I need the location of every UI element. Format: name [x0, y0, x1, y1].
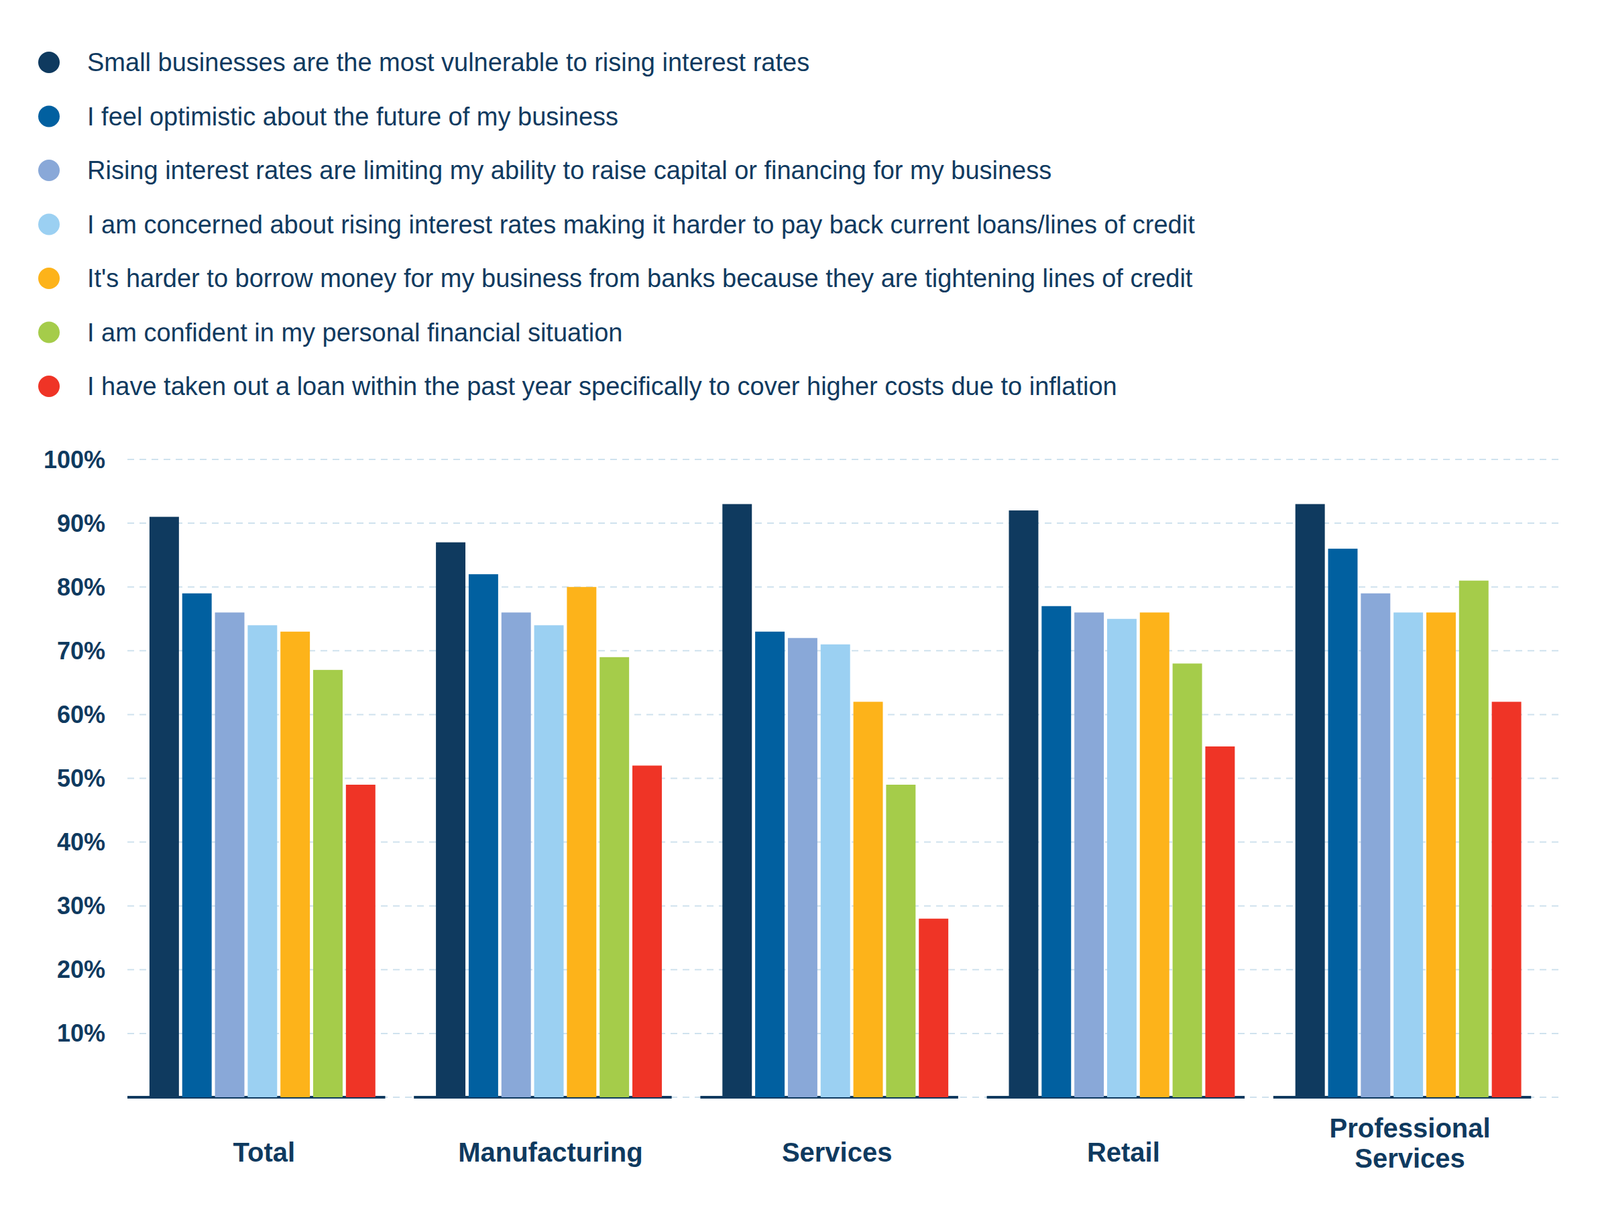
bars: [149, 504, 1522, 1098]
legend-marker: [38, 321, 60, 344]
bar: [1393, 612, 1423, 1098]
y-axis: 10% 20% 30% 40% 50% 60% 70% 80% 90% 100%: [43, 445, 1560, 1098]
y-tick-label: 60%: [56, 700, 106, 729]
bar: [722, 504, 752, 1098]
bar: [853, 701, 884, 1098]
bar: [313, 669, 343, 1098]
y-tick-label: 90%: [56, 509, 106, 538]
bar: [247, 624, 277, 1098]
bar: [787, 637, 818, 1098]
bar: [1295, 504, 1326, 1098]
legend-label: It's harder to borrow money for my busin…: [87, 264, 1193, 293]
legend-label: Rising interest rates are limiting my ab…: [87, 156, 1052, 185]
y-tick-label: 20%: [56, 955, 106, 984]
bar: [918, 918, 949, 1098]
bar: [632, 765, 662, 1098]
legend-marker: [38, 51, 60, 74]
bar: [599, 657, 630, 1098]
y-tick-label: 70%: [56, 637, 106, 665]
bar: [755, 631, 785, 1098]
legend-marker: [38, 159, 60, 182]
legend-label: I am concerned about rising interest rat…: [87, 210, 1195, 239]
bar: [1492, 701, 1522, 1098]
legend-marker: [38, 213, 60, 236]
grid-line: [127, 522, 1560, 524]
bar: [820, 644, 851, 1098]
x-tick-label: Services: [781, 1137, 893, 1167]
bar: [435, 542, 466, 1098]
x-tick-label: Retail: [1087, 1137, 1161, 1167]
y-tick-label: 30%: [56, 891, 106, 920]
bar: [1360, 593, 1391, 1098]
bar: [534, 624, 564, 1098]
y-tick-label: 50%: [56, 764, 106, 792]
bar: [1107, 618, 1137, 1098]
bar: [215, 612, 245, 1098]
x-axis: Total Manufacturing Services Retail Professi…: [232, 1113, 1491, 1173]
bar: [280, 631, 310, 1098]
legend-label: I feel optimistic about the future of my…: [87, 102, 619, 131]
grid-line: [127, 458, 1560, 461]
bar: [566, 586, 597, 1098]
bar: [1172, 663, 1203, 1098]
x-tick-label: Manufacturing: [458, 1137, 644, 1167]
y-tick-label: 10%: [56, 1019, 106, 1047]
x-tick-label: ProfessionalServices: [1329, 1113, 1491, 1173]
legend-marker: [38, 375, 60, 397]
x-tick-label-line: Services: [1354, 1143, 1466, 1173]
bar: [1205, 746, 1235, 1098]
bar: [1328, 548, 1358, 1098]
bar: [1426, 612, 1456, 1098]
legend-label: I have taken out a loan within the past …: [87, 372, 1118, 401]
legend: Small businesses are the most vulnerable…: [38, 48, 1195, 401]
bar: [885, 784, 916, 1098]
legend-marker: [38, 105, 60, 128]
chart: Small businesses are the most vulnerable…: [0, 0, 1600, 1224]
x-tick-label-line: Professional: [1329, 1113, 1491, 1143]
y-tick-label: 80%: [56, 573, 106, 601]
legend-label: Small businesses are the most vulnerable…: [87, 48, 810, 77]
bar: [468, 574, 499, 1098]
bar: [346, 784, 376, 1098]
bar: [182, 593, 212, 1098]
bar: [1041, 606, 1071, 1098]
y-tick-label: 100%: [43, 445, 106, 474]
bar: [1008, 510, 1039, 1098]
legend-label: I am confident in my personal financial …: [87, 318, 623, 347]
bar: [1459, 580, 1489, 1098]
bar: [501, 612, 532, 1098]
legend-marker: [38, 267, 60, 290]
bar: [1074, 612, 1104, 1098]
x-tick-label: Total: [232, 1137, 296, 1167]
bar: [149, 517, 180, 1098]
bar: [1139, 612, 1170, 1098]
y-tick-label: 40%: [56, 828, 106, 856]
